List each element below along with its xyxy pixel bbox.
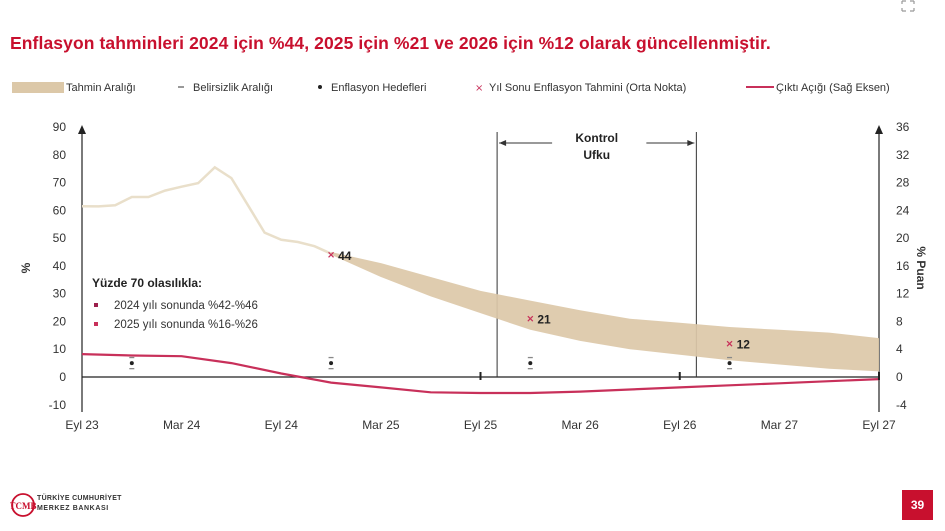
x-tick-7: Mar 27: [761, 418, 799, 432]
annotation-bullet-2024: [94, 303, 98, 307]
target-dot-3: [727, 361, 732, 366]
probability-annotation: Yüzde 70 olasılıkla: 2024 yılı sonunda %…: [92, 276, 258, 331]
target-dot-2: [528, 361, 533, 366]
x-tick-3: Mar 25: [362, 418, 400, 432]
forecast-label-12: 12: [737, 338, 751, 352]
right-tick-8: 8: [896, 314, 903, 328]
axes: [78, 125, 883, 412]
inflation-target-dots: [129, 361, 732, 366]
target-ticks: [479, 372, 880, 380]
x-tick-1: Mar 24: [163, 418, 201, 432]
control-horizon-label-line1: Kontrol: [575, 131, 618, 145]
right-tick-16: 16: [896, 259, 910, 273]
target-dot-1: [329, 361, 334, 366]
x-tick-labels: Eyl 23 Mar 24 Eyl 24 Mar 25 Eyl 25 Mar 26 Eyl …: [65, 418, 896, 432]
left-tick-30: 30: [53, 287, 67, 301]
page-title: Enflasyon tahminleri 2024 için %44, 2025…: [10, 33, 771, 53]
legend: Tahmin Aralığı Belirsizlik Aralığı Enfla…: [12, 82, 890, 94]
legend-label-yearend: Yıl Sonu Enflasyon Tahmini (Orta Nokta): [489, 82, 686, 94]
left-tick-40: 40: [53, 259, 67, 273]
legend-label-uncertainty: Belirsizlik Aralığı: [193, 82, 273, 94]
left-tick-10: 10: [53, 342, 67, 356]
left-tick-20: 20: [53, 314, 67, 328]
right-tick-0: 0: [896, 370, 903, 384]
left-axis-label: %: [19, 262, 33, 273]
output-gap-line: [81, 353, 880, 395]
left-tick--10: -10: [49, 398, 67, 412]
right-tick-32: 32: [896, 148, 910, 162]
forecast-label-44: 44: [338, 249, 352, 263]
control-horizon-label-line2: Ufku: [583, 148, 610, 162]
left-axis-arrow: [78, 125, 86, 134]
logo-text-line1: TÜRKİYE CUMHURİYET: [37, 495, 122, 502]
annotation-bullet-2025: [94, 322, 98, 326]
year-end-forecast-marks: 44 21 12: [328, 249, 751, 352]
right-tick-labels: 36 32 28 24 20 16 12 8 4 0 -4: [896, 120, 910, 412]
right-tick-36: 36: [896, 120, 910, 134]
forecast-cross-b-0: [328, 251, 334, 258]
left-tick-50: 50: [53, 231, 67, 245]
x-tick-0: Eyl 23: [65, 418, 99, 432]
forecast-cross-b-2: [726, 340, 733, 347]
right-tick-12: 12: [896, 287, 910, 301]
page-number-badge: 39: [902, 490, 933, 520]
right-axis-label: % Puan: [914, 246, 928, 289]
right-tick-24: 24: [896, 203, 910, 217]
right-tick-20: 20: [896, 231, 910, 245]
history-inflation-line: [81, 165, 332, 255]
right-axis-arrow: [875, 125, 883, 134]
legend-label-outputgap: Çıktı Açığı (Sağ Eksen): [776, 82, 890, 94]
annotation-heading: Yüzde 70 olasılıkla:: [92, 276, 202, 290]
control-horizon-right-arrowhead: [687, 140, 695, 146]
left-tick-70: 70: [53, 176, 67, 190]
legend-cross-symbol: ×: [475, 83, 483, 94]
control-horizon-left-arrowhead: [499, 140, 507, 146]
right-tick-4: 4: [896, 342, 903, 356]
legend-label-band: Tahmin Aralığı: [66, 82, 136, 94]
tcmb-logo-icon: TCMB: [10, 493, 37, 517]
forecast-cross-b-1: [527, 315, 534, 322]
legend-band-swatch: [12, 82, 64, 93]
left-tick-60: 60: [53, 203, 67, 217]
right-tick-28: 28: [896, 176, 910, 190]
forecast-band: [331, 252, 880, 372]
legend-dot-symbol: [318, 85, 322, 89]
x-tick-6: Eyl 26: [663, 418, 697, 432]
uncertainty-marks: [129, 356, 733, 370]
legend-label-targets: Enflasyon Hedefleri: [331, 82, 426, 94]
left-tick-80: 80: [53, 148, 67, 162]
x-tick-4: Eyl 25: [464, 418, 498, 432]
logo-mark: TCMB: [10, 501, 37, 511]
right-tick--4: -4: [896, 398, 907, 412]
annotation-item-2025: 2025 yılı sonunda %16-%26: [114, 319, 258, 331]
x-tick-2: Eyl 24: [265, 418, 299, 432]
forecast-label-21: 21: [537, 313, 551, 327]
logo-text-line2: MERKEZ BANKASI: [37, 505, 109, 512]
x-tick-8: Eyl 27: [862, 418, 896, 432]
expand-icon[interactable]: [901, 0, 915, 12]
left-tick-labels: 90 80 70 60 50 40 30 20 10 0 -10: [49, 120, 67, 412]
x-tick-5: Mar 26: [561, 418, 599, 432]
left-tick-90: 90: [53, 120, 67, 134]
annotation-item-2024: 2024 yılı sonunda %42-%46: [114, 300, 258, 312]
inflation-forecast-chart: Tahmin Aralığı Belirsizlik Aralığı Enfla…: [12, 82, 928, 432]
target-dot-0: [129, 361, 134, 366]
left-tick-0: 0: [59, 370, 66, 384]
